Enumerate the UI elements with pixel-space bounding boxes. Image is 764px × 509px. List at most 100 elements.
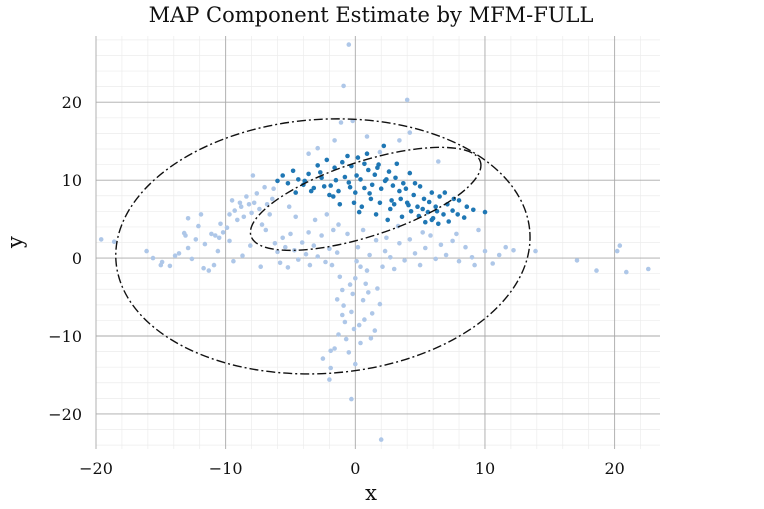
other-point <box>343 336 349 342</box>
other-point <box>167 263 173 269</box>
other-point <box>423 245 428 251</box>
other-point <box>454 231 459 237</box>
other-point <box>490 261 496 266</box>
other-point <box>336 332 341 337</box>
minor-grid <box>96 36 660 449</box>
component-point <box>345 153 350 159</box>
component-point <box>280 173 286 178</box>
other-point <box>158 262 164 268</box>
component-point <box>311 185 317 191</box>
component-point <box>368 196 374 202</box>
other-point <box>183 233 188 238</box>
component-point <box>421 196 427 202</box>
other-point <box>244 194 249 199</box>
other-point <box>336 222 341 227</box>
other-point <box>251 200 257 206</box>
other-point <box>375 286 380 291</box>
component-point <box>425 209 431 215</box>
component-point <box>407 170 413 176</box>
other-point <box>482 248 488 254</box>
other-point <box>353 276 358 281</box>
other-point <box>231 258 236 264</box>
other-point <box>368 336 374 341</box>
other-point <box>367 252 372 258</box>
other-point <box>334 250 340 255</box>
other-point <box>358 264 363 270</box>
component-point <box>384 177 389 182</box>
x-tick-label: −10 <box>209 459 243 478</box>
other-point <box>574 258 580 263</box>
other-point <box>331 227 336 233</box>
other-point <box>198 212 204 217</box>
component-point <box>290 168 296 174</box>
component-point <box>293 190 299 195</box>
other-point <box>334 297 340 302</box>
other-point <box>319 233 324 238</box>
other-point <box>388 254 393 260</box>
component-point <box>429 217 435 223</box>
other-point <box>355 244 361 250</box>
component-ellipses <box>115 118 531 375</box>
component-point <box>397 188 402 194</box>
other-point <box>277 260 283 266</box>
other-point <box>98 237 104 242</box>
component-point <box>455 212 461 217</box>
y-tick-label: 20 <box>62 93 82 112</box>
other-point <box>280 235 286 241</box>
component-point <box>411 192 417 198</box>
other-point <box>436 159 441 164</box>
other-point <box>286 204 292 209</box>
other-point <box>456 258 462 264</box>
component-point <box>471 207 476 213</box>
other-point <box>378 437 384 442</box>
component-point <box>372 172 378 177</box>
component-point <box>437 194 442 199</box>
other-point <box>624 269 629 275</box>
component-point <box>375 165 380 170</box>
component-point <box>369 182 375 188</box>
other-point <box>227 238 232 244</box>
component-point <box>354 173 359 178</box>
component-point <box>275 178 280 184</box>
component-point <box>381 143 387 149</box>
other-point <box>420 230 426 235</box>
component-point <box>306 171 311 177</box>
y-axis-label: y <box>3 236 27 249</box>
other-point <box>185 216 191 221</box>
component-point <box>386 169 392 174</box>
other-point <box>285 265 291 270</box>
component-point <box>451 196 457 202</box>
x-tick-label: 0 <box>350 459 360 478</box>
other-point <box>150 255 156 261</box>
y-tick-labels: −20 −10 0 10 20 <box>48 93 82 424</box>
component-point <box>366 167 371 173</box>
other-point <box>380 264 385 270</box>
component-point <box>415 204 420 209</box>
other-point <box>271 186 276 191</box>
other-point <box>259 222 265 227</box>
component-point <box>358 177 363 182</box>
y-tick-label: 0 <box>72 249 82 268</box>
other-point <box>185 245 191 251</box>
other-point <box>201 265 206 271</box>
other-point <box>407 237 413 242</box>
other-point <box>248 243 253 248</box>
y-tick-label: −20 <box>48 405 82 424</box>
other-point <box>349 309 354 315</box>
other-point <box>369 311 375 316</box>
other-point <box>227 212 232 217</box>
component-point <box>342 174 348 180</box>
other-point <box>332 346 337 351</box>
other-point <box>412 251 418 256</box>
other-point <box>646 266 651 272</box>
component-point <box>393 175 398 181</box>
component-point <box>327 192 332 198</box>
component-point <box>446 219 452 224</box>
other-point <box>144 248 149 254</box>
other-point <box>404 97 410 103</box>
other-point <box>213 233 218 238</box>
other-point <box>332 138 337 143</box>
other-point <box>283 244 288 250</box>
other-point <box>270 196 275 202</box>
inner-ellipse <box>249 146 482 252</box>
